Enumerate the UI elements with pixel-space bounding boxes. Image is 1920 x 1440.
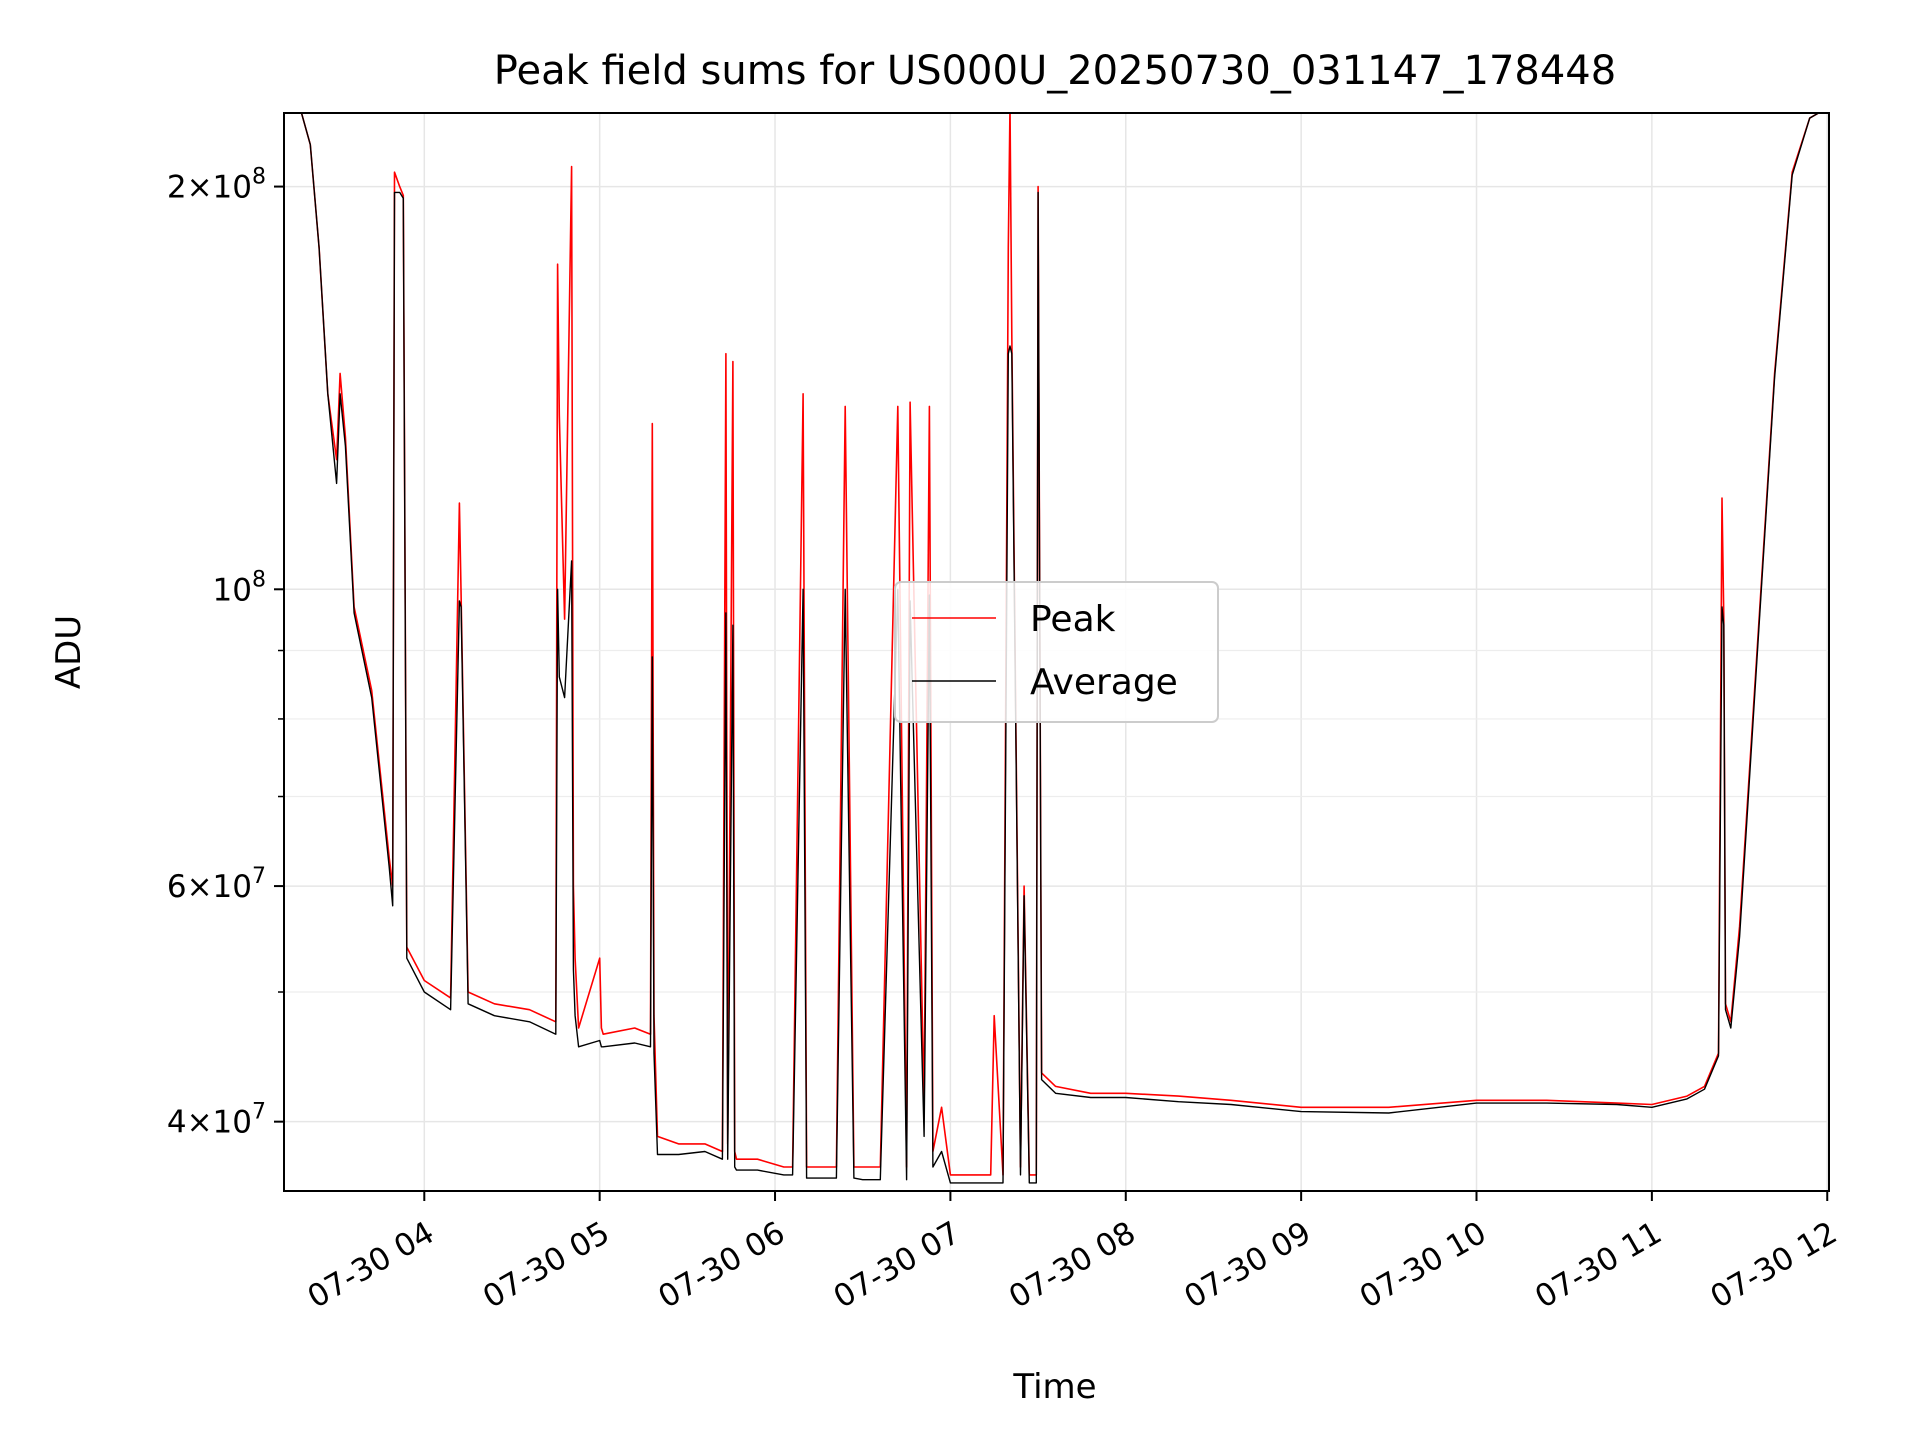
series-line-average (284, 113, 1829, 1184)
chart-title: Peak field sums for US000U_20250730_0311… (494, 48, 1616, 94)
y-tick-label: 6×107 (167, 864, 266, 905)
legend-label-peak: Peak (1030, 599, 1116, 640)
y-tick-base: 2 (167, 170, 187, 206)
y-tick-label: 108 (213, 567, 266, 608)
y-tick-exponent: 8 (252, 165, 266, 190)
legend: Peak Average (894, 581, 1219, 723)
y-tick-base: 6 (167, 869, 187, 905)
svg-text:108: 108 (213, 567, 266, 608)
y-axis-label: ADU (49, 615, 89, 689)
series-line-peak (284, 113, 1829, 1176)
series-lines (284, 113, 1829, 1184)
legend-label-average: Average (1030, 662, 1178, 703)
legend-box (894, 581, 1219, 723)
grid (284, 113, 1829, 1191)
y-tick-label: 2×108 (167, 165, 266, 206)
svg-text:2×108: 2×108 (167, 165, 266, 206)
plot-frame (283, 112, 1830, 1192)
y-tick-base: 4 (167, 1105, 187, 1141)
y-tick-exponent: 8 (252, 567, 266, 592)
x-axis-label: Time (1012, 1367, 1096, 1407)
y-tick-exponent: 7 (252, 1100, 266, 1125)
y-tick-exponent: 7 (252, 864, 266, 889)
y-axis-ticks: 4×107 6×107 108 2×108 (167, 165, 284, 1141)
svg-text:4×107: 4×107 (167, 1100, 266, 1141)
y-tick-label: 4×107 (167, 1100, 266, 1141)
svg-text:6×107: 6×107 (167, 864, 266, 905)
